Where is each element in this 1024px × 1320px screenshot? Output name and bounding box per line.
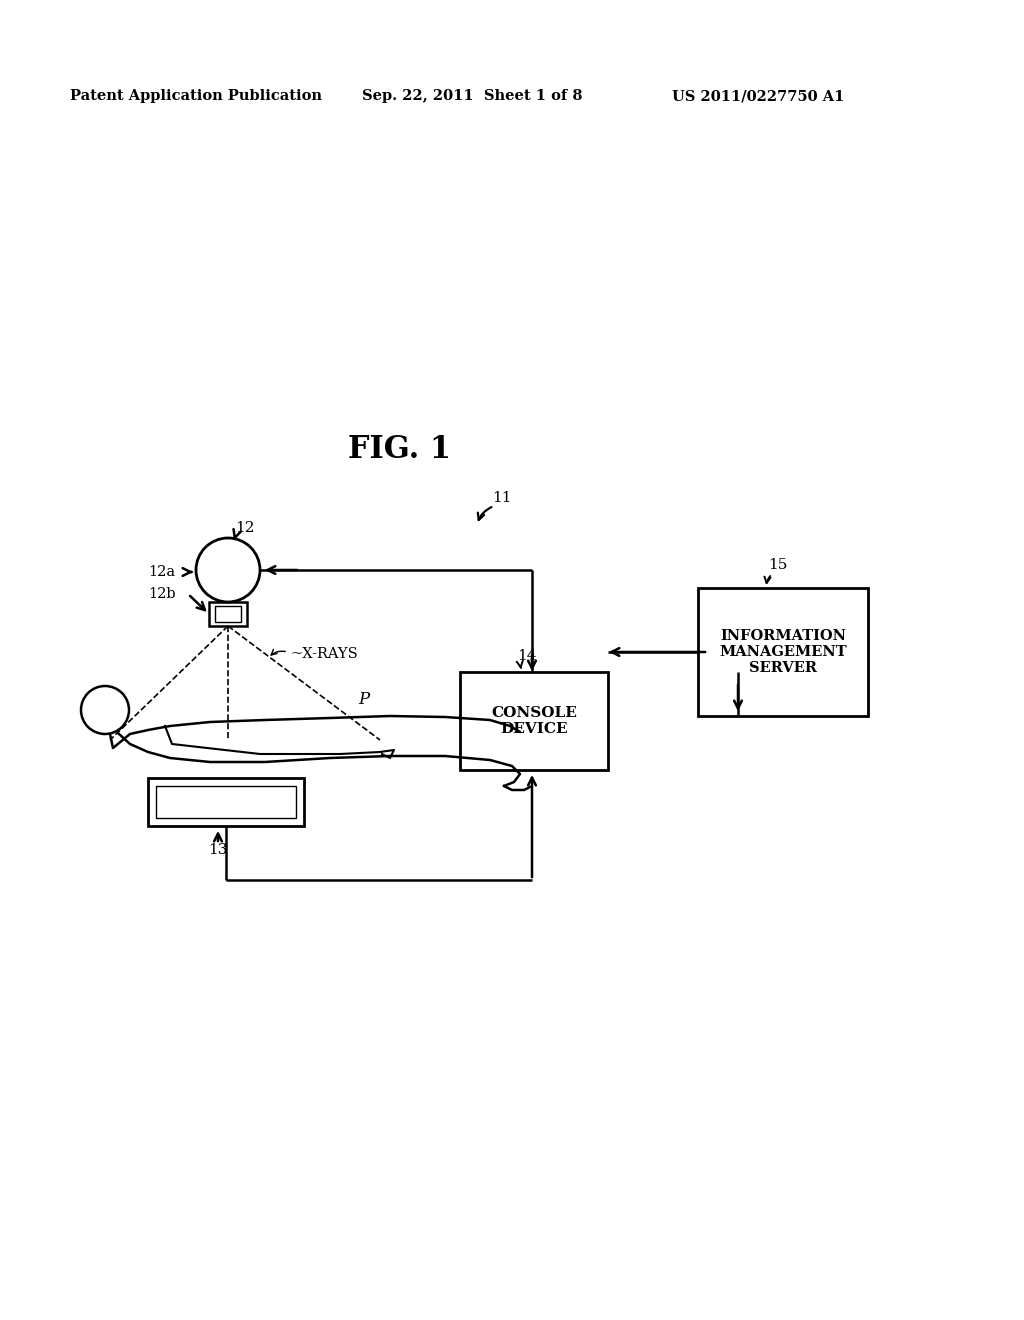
Text: P: P	[358, 692, 369, 709]
Bar	[698, 587, 868, 715]
Text: 13: 13	[208, 843, 227, 857]
Bar	[215, 606, 241, 622]
Text: FIG. 1: FIG. 1	[348, 434, 452, 466]
Text: 15: 15	[768, 558, 787, 572]
Text: Sep. 22, 2011  Sheet 1 of 8: Sep. 22, 2011 Sheet 1 of 8	[362, 88, 583, 103]
Text: 12a: 12a	[148, 565, 175, 579]
Text: US 2011/0227750 A1: US 2011/0227750 A1	[672, 88, 845, 103]
Bar	[156, 785, 296, 818]
Bar	[209, 602, 247, 626]
Text: ~X-RAYS: ~X-RAYS	[290, 647, 357, 661]
Text: Patent Application Publication: Patent Application Publication	[70, 88, 322, 103]
Text: 12b: 12b	[148, 587, 176, 601]
Text: 14: 14	[517, 649, 537, 663]
Bar	[460, 672, 608, 770]
Text: 11: 11	[492, 491, 512, 506]
Bar	[148, 777, 304, 826]
Text: INFORMATION
MANAGEMENT
SERVER: INFORMATION MANAGEMENT SERVER	[719, 628, 847, 676]
Text: 12: 12	[234, 521, 255, 535]
Text: CONSOLE
DEVICE: CONSOLE DEVICE	[492, 706, 577, 737]
